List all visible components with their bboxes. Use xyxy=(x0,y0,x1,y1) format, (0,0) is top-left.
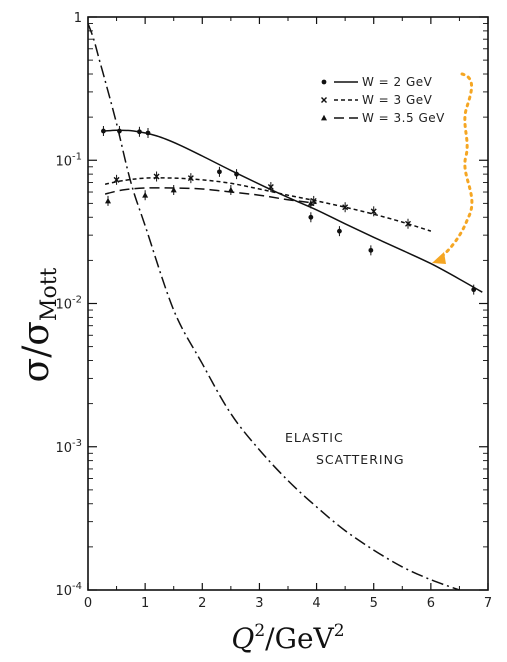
data-point-dot xyxy=(368,247,374,253)
legend-label: W = 3.5 GeV xyxy=(362,111,445,125)
plot-area: 0 1 2 3 4 5 6 7 1 10-1 10-2 10-3 10-4 xyxy=(55,11,492,611)
data-point-x xyxy=(113,176,120,183)
data-point-triangle xyxy=(321,114,327,121)
legend: W = 2 GeV W = 3 GeV W = 3.5 GeV xyxy=(321,75,445,125)
data-point-x-stroke xyxy=(153,173,160,180)
data-point-x-stroke xyxy=(342,204,349,211)
data-point-triangle xyxy=(142,192,149,198)
y-tick-label: 10-4 xyxy=(55,581,82,599)
data-point-x-stroke xyxy=(187,175,194,182)
data-point-triangle xyxy=(105,197,111,204)
series-1-line xyxy=(104,177,432,232)
y-axis-title: σ/σMott xyxy=(16,267,62,382)
y-tick-label: 10-1 xyxy=(55,151,82,169)
data-point-x-stroke xyxy=(321,97,327,103)
y-tick-label: 10-3 xyxy=(55,438,82,456)
series-0-line xyxy=(105,129,483,293)
series-3-line xyxy=(87,23,460,591)
data-point-x-stroke xyxy=(267,184,274,191)
data-point-dot xyxy=(321,79,327,85)
series-2-line xyxy=(104,187,317,205)
data-point-x-stroke xyxy=(113,176,120,183)
x-tick-label: 5 xyxy=(370,596,378,611)
x-tick-label: 4 xyxy=(312,596,320,611)
data-point-x xyxy=(342,204,349,211)
data-point-dot xyxy=(337,228,342,234)
data-point-dot xyxy=(145,130,151,136)
data-point-dot xyxy=(234,171,239,177)
y-tick-label: 10-2 xyxy=(55,295,82,313)
legend-label: W = 2 GeV xyxy=(362,75,433,89)
x-tick-label: 7 xyxy=(484,596,492,611)
data-point-x xyxy=(370,208,377,215)
data-point-x xyxy=(405,220,411,227)
annotation-elastic: ELASTIC xyxy=(285,430,344,445)
x-tick-label: 3 xyxy=(255,596,263,611)
data-point-x xyxy=(267,184,274,191)
data-point-dot xyxy=(308,214,314,220)
x-axis-title: Q2/GeV2 xyxy=(231,621,344,655)
data-point-x-stroke xyxy=(370,208,377,215)
data-point-x xyxy=(187,175,194,182)
data-point-triangle xyxy=(170,186,177,193)
annotation-arrow-path xyxy=(438,72,474,260)
data-point-dot xyxy=(137,129,142,135)
y-tick-label: 1 xyxy=(74,11,82,26)
data-point-x xyxy=(153,173,160,180)
annotation-scattering: SCATTERING xyxy=(316,452,405,467)
data-point-dot xyxy=(101,128,106,134)
chart-marks xyxy=(87,23,483,591)
x-tick-label: 1 xyxy=(141,596,149,611)
data-point-x xyxy=(321,97,327,103)
x-tick-label: 6 xyxy=(427,596,435,611)
data-point-dot xyxy=(217,169,222,175)
annotation-arrow xyxy=(432,72,474,264)
x-tick-label: 0 xyxy=(84,596,92,611)
data-point-x-stroke xyxy=(405,220,411,227)
data-point-triangle xyxy=(307,200,314,206)
legend-label: W = 3 GeV xyxy=(362,93,433,107)
annotation-arrow-head xyxy=(432,252,446,264)
data-point-dot xyxy=(471,287,477,293)
data-point-triangle xyxy=(227,186,234,193)
x-tick-label: 2 xyxy=(198,596,206,611)
